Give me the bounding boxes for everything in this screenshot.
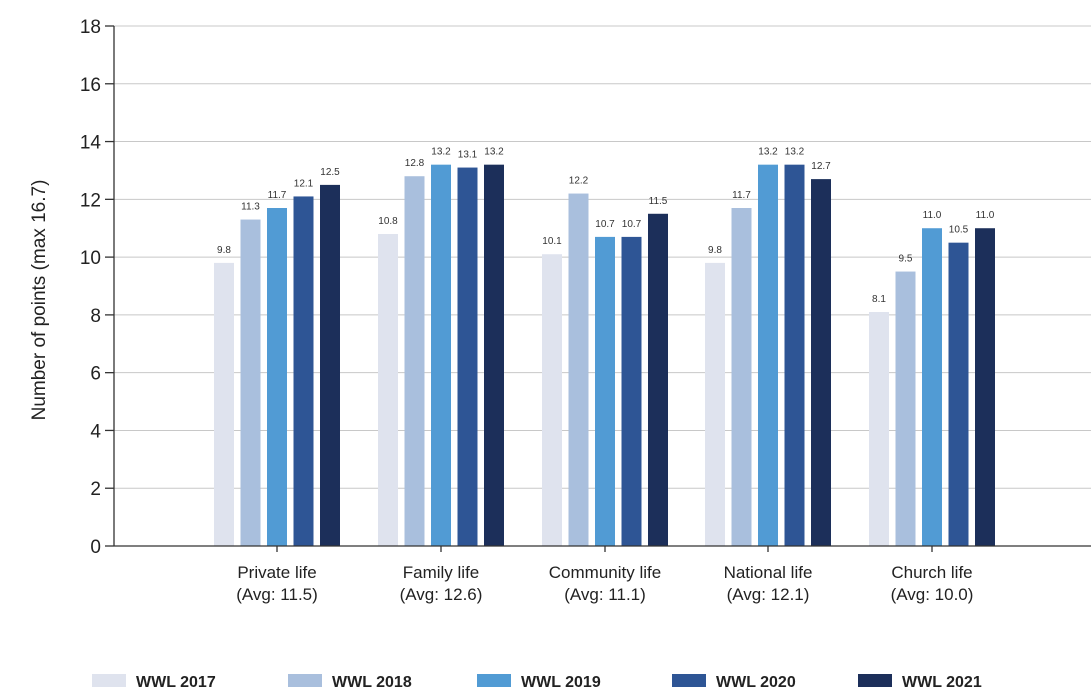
x-tick-label: (Avg: 12.6): [400, 585, 483, 604]
legend-swatch: [288, 674, 322, 687]
bar: [484, 164, 504, 546]
data-label: 11.0: [976, 210, 995, 221]
bar: [595, 236, 615, 546]
data-label: 13.2: [484, 147, 504, 158]
x-tick-label: (Avg: 12.1): [727, 585, 810, 604]
data-label: 10.8: [378, 216, 398, 227]
legend-swatch: [477, 674, 511, 687]
x-tick-label: (Avg: 11.5): [236, 585, 318, 604]
bar: [869, 312, 889, 546]
bar: [457, 167, 478, 547]
data-label: 12.2: [569, 176, 589, 187]
bar: [784, 164, 805, 546]
bar: [293, 196, 314, 546]
data-label: 11.3: [241, 202, 260, 213]
y-tick-label: 18: [80, 17, 101, 38]
y-tick-label: 4: [90, 421, 101, 442]
bar: [731, 208, 752, 546]
x-tick-label: Community life: [549, 563, 661, 582]
bar: [922, 228, 942, 546]
axes: 0 2 4 6 8 10 12 14 16 18 Private life (Avg: 11.5) Fa…: [80, 17, 1091, 604]
bar: [542, 254, 562, 546]
data-labels: 9.8 11.3 11.7 12.1 12.5 10.8 12.8 13.2 13.1 13.2 1…: [217, 147, 995, 305]
y-tick-label: 10: [80, 248, 101, 269]
x-tick-label: (Avg: 11.1): [564, 585, 646, 604]
x-tick-label: (Avg: 10.0): [891, 585, 974, 604]
bar: [811, 179, 831, 546]
y-tick-label: 0: [90, 537, 101, 558]
x-tick-label: Private life: [237, 563, 316, 582]
bar: [948, 242, 969, 546]
x-tick-label: Church life: [891, 563, 972, 582]
bar: [568, 193, 589, 547]
y-tick-label: 14: [80, 133, 102, 154]
legend: WWL 2017 WWL 2018 WWL 2019 WWL 2020 WWL 2021: [92, 674, 982, 689]
bar: [705, 262, 725, 546]
data-label: 13.2: [785, 147, 805, 158]
legend-swatch: [858, 674, 892, 687]
bar: [378, 234, 398, 546]
bar: [621, 236, 642, 546]
data-label: 12.8: [405, 158, 425, 169]
bar: [214, 262, 234, 546]
data-label: 11.5: [649, 196, 668, 207]
y-axis-label: Number of points (max 16.7): [29, 180, 50, 421]
y-tick-label: 6: [90, 364, 101, 385]
bar: [895, 271, 916, 546]
data-label: 10.7: [622, 219, 642, 230]
data-label: 11.0: [923, 210, 942, 221]
data-label: 11.7: [732, 190, 751, 201]
bar: [240, 219, 261, 547]
data-label: 12.5: [320, 167, 340, 178]
data-label: 12.1: [294, 178, 314, 189]
bar: [648, 213, 668, 546]
data-label: 13.2: [431, 147, 451, 158]
data-label: 12.7: [811, 161, 831, 172]
data-label: 13.2: [758, 147, 778, 158]
data-label: 9.5: [899, 254, 913, 265]
legend-swatch: [672, 674, 706, 687]
data-label: 13.1: [458, 150, 478, 161]
data-label: 10.5: [949, 225, 969, 236]
bars: [214, 164, 995, 547]
bar: [975, 228, 995, 546]
y-tick-label: 12: [80, 190, 101, 211]
legend-label: WWL 2017: [136, 674, 216, 689]
y-tick-label: 8: [90, 306, 101, 327]
data-label: 9.8: [217, 245, 231, 256]
bar: [267, 208, 287, 546]
bar: [431, 164, 451, 546]
bar: [320, 184, 340, 546]
x-tick-label: National life: [724, 563, 813, 582]
legend-label: WWL 2020: [716, 674, 796, 689]
data-label: 11.7: [268, 190, 287, 201]
legend-label: WWL 2019: [521, 674, 601, 689]
bar: [758, 164, 778, 546]
data-label: 10.1: [542, 236, 562, 247]
data-label: 10.7: [595, 219, 615, 230]
x-tick-label: Family life: [403, 563, 480, 582]
y-tick-label: 2: [90, 479, 101, 500]
legend-label: WWL 2018: [332, 674, 412, 689]
data-label: 9.8: [708, 245, 722, 256]
bar: [404, 176, 425, 546]
legend-label: WWL 2021: [902, 674, 982, 689]
legend-swatch: [92, 674, 126, 687]
data-label: 8.1: [872, 294, 886, 305]
y-tick-label: 16: [80, 75, 101, 96]
